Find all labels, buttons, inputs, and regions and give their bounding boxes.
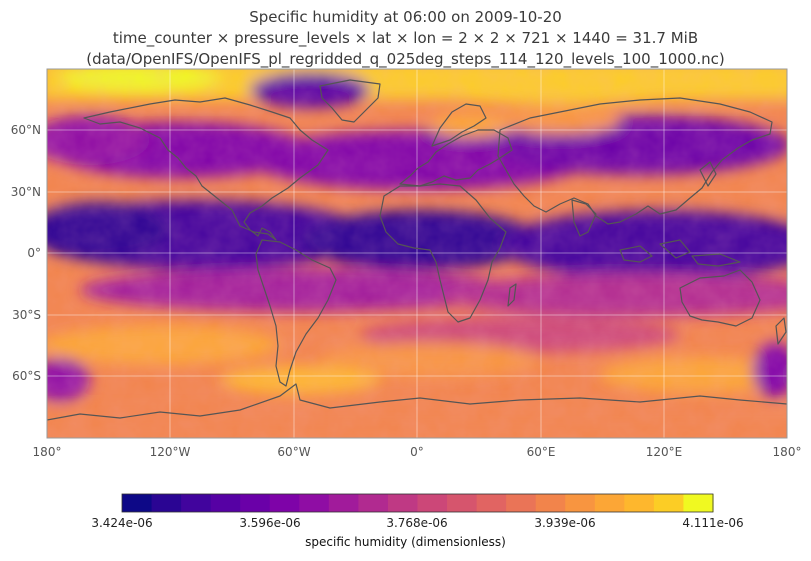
colorbar-label: specific humidity (dimensionless) — [305, 535, 506, 549]
lon-tick-label: 60°E — [527, 445, 556, 459]
colorbar-segment — [181, 494, 212, 512]
colorbar-segment — [210, 494, 241, 512]
colorbar-segment — [151, 494, 182, 512]
colorbar-segment — [506, 494, 537, 512]
humidity-field — [47, 69, 787, 438]
colorbar-tick-label: 3.939e-06 — [534, 516, 596, 530]
lat-tick-label: 30°N — [11, 185, 41, 199]
lat-tick-label: 0° — [27, 246, 41, 260]
colorbar-segment — [122, 494, 153, 512]
lon-tick-label: 60°W — [277, 445, 310, 459]
colorbar-tick-label: 3.596e-06 — [239, 516, 301, 530]
colorbar-segment — [683, 494, 714, 512]
lat-tick-label: 30°S — [12, 308, 41, 322]
coastlines — [47, 79, 787, 421]
colorbar-segment — [358, 494, 389, 512]
colorbar-tick-label: 4.111e-06 — [682, 516, 744, 530]
lat-tick-label: 60°N — [11, 123, 41, 137]
title-line-2: time_counter × pressure_levels × lat × l… — [112, 29, 699, 47]
colorbar-segment — [387, 494, 419, 512]
colorbar-frame — [121, 493, 714, 513]
colorbar-tick-label: 3.424e-06 — [91, 516, 153, 530]
lon-tick-label: 180° — [33, 445, 62, 459]
colorbar-segment — [240, 494, 271, 512]
colorbar-segment — [624, 494, 655, 512]
colorbar-segment — [565, 494, 596, 512]
colorbar-segment — [417, 494, 448, 512]
gridlines — [47, 69, 787, 438]
title-line-1: Specific humidity at 06:00 on 2009-10-20 — [249, 8, 562, 26]
colorbar-segment — [299, 494, 330, 512]
lon-tick-labels: 180° 120°W 60°W 0° 60°E 120°E 180° — [33, 445, 802, 459]
title-line-3: (data/OpenIFS/OpenIFS_pl_regridded_q_025… — [86, 50, 725, 68]
colorbar-segment — [653, 494, 685, 512]
colorbar-tick-label: 3.768e-06 — [386, 516, 448, 530]
colorbar-segment — [269, 494, 300, 512]
colorbar-segment — [447, 494, 478, 512]
lon-tick-label: 120°W — [150, 445, 191, 459]
lat-tick-label: 60°S — [12, 369, 41, 383]
lat-tick-labels: 60°N 30°N 0° 30°S 60°S — [11, 123, 41, 383]
colorbar-segment — [594, 494, 625, 512]
colorbar-segment — [328, 494, 359, 512]
colorbar-segment — [535, 494, 566, 512]
map-frame — [46, 68, 788, 439]
lon-tick-label: 120°E — [646, 445, 683, 459]
lon-tick-label: 180° — [773, 445, 802, 459]
colorbar-segment — [476, 494, 507, 512]
colorbar — [122, 494, 714, 512]
lon-tick-label: 0° — [410, 445, 424, 459]
